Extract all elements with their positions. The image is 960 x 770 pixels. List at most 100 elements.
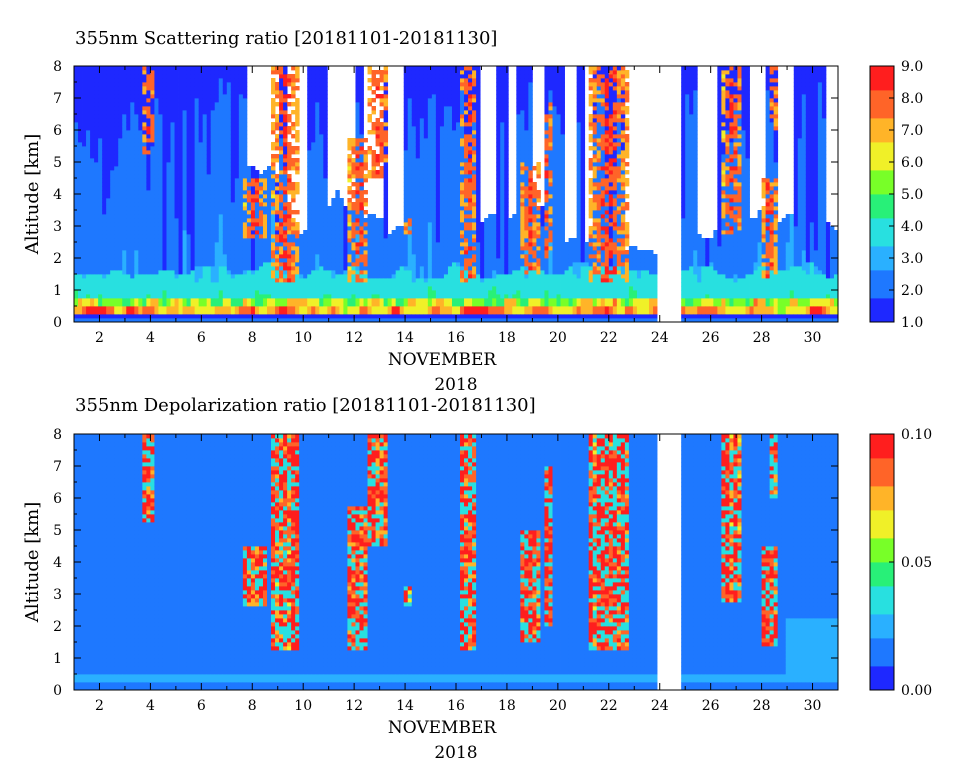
heatmap-cell bbox=[78, 150, 83, 155]
heatmap-cell bbox=[218, 230, 224, 235]
heatmap-cell bbox=[335, 198, 340, 203]
heatmap-cell bbox=[146, 262, 151, 267]
heatmap-cell bbox=[94, 302, 99, 307]
heatmap-cell bbox=[327, 310, 332, 315]
heatmap-cell bbox=[279, 66, 284, 71]
heatmap-cell bbox=[114, 258, 119, 263]
heatmap-cell bbox=[130, 214, 135, 219]
heatmap-cell bbox=[254, 214, 260, 219]
heatmap-cell bbox=[206, 174, 212, 179]
heatmap-cell bbox=[86, 86, 91, 91]
heatmap-cell bbox=[323, 98, 328, 103]
heatmap-cell bbox=[126, 126, 131, 131]
heatmap-cell bbox=[198, 242, 204, 247]
heatmap-cell bbox=[86, 278, 91, 283]
heatmap-cell bbox=[214, 226, 220, 231]
heatmap-cell bbox=[371, 294, 376, 299]
heatmap-cell bbox=[403, 78, 409, 83]
heatmap-cell bbox=[323, 226, 328, 231]
heatmap-cell bbox=[411, 238, 417, 243]
heatmap-cell bbox=[271, 294, 276, 299]
heatmap-cell bbox=[355, 130, 360, 135]
heatmap-cell bbox=[250, 282, 256, 287]
heatmap-cell bbox=[134, 142, 139, 147]
heatmap-cell bbox=[118, 106, 123, 111]
heatmap-cell bbox=[411, 286, 417, 291]
heatmap-cell bbox=[122, 142, 127, 147]
heatmap-cell bbox=[331, 266, 336, 271]
heatmap-cell bbox=[279, 126, 284, 131]
heatmap-cell bbox=[383, 294, 389, 299]
heatmap-cell bbox=[122, 258, 127, 263]
heatmap-cell bbox=[234, 190, 240, 195]
heatmap-cell bbox=[126, 66, 131, 71]
heatmap-cell bbox=[138, 206, 143, 211]
heatmap-cell bbox=[246, 174, 252, 179]
heatmap-cell bbox=[102, 218, 107, 223]
heatmap-cell bbox=[411, 190, 417, 195]
heatmap-cell bbox=[419, 74, 425, 79]
heatmap-cell bbox=[403, 102, 409, 107]
heatmap-cell bbox=[250, 290, 256, 295]
heatmap-cell bbox=[198, 286, 204, 291]
heatmap-cell bbox=[110, 298, 115, 303]
heatmap-cell bbox=[315, 278, 320, 283]
heatmap-cell bbox=[287, 74, 292, 79]
heatmap-cell bbox=[419, 194, 425, 199]
heatmap-cell bbox=[106, 98, 111, 103]
heatmap-cell bbox=[283, 318, 288, 323]
heatmap-cell bbox=[86, 146, 91, 151]
heatmap-cell bbox=[210, 206, 216, 211]
heatmap-cell bbox=[138, 114, 143, 119]
heatmap-cell bbox=[114, 298, 119, 303]
heatmap-cell bbox=[427, 94, 433, 99]
heatmap-cell bbox=[118, 102, 123, 107]
heatmap-cell bbox=[427, 222, 433, 227]
heatmap-cell bbox=[238, 238, 244, 243]
heatmap-cell bbox=[267, 190, 272, 195]
heatmap-cell bbox=[154, 94, 159, 99]
heatmap-cell bbox=[287, 258, 292, 263]
heatmap-cell bbox=[82, 130, 87, 135]
heatmap-cell bbox=[246, 318, 252, 323]
heatmap-cell bbox=[218, 198, 224, 203]
heatmap-cell bbox=[154, 122, 159, 127]
heatmap-cell bbox=[355, 198, 360, 203]
heatmap-cell bbox=[411, 290, 417, 295]
heatmap-cell bbox=[110, 230, 115, 235]
heatmap-cell bbox=[315, 106, 320, 111]
heatmap-cell bbox=[343, 242, 348, 247]
heatmap-cell bbox=[202, 278, 208, 283]
heatmap-cell bbox=[383, 166, 389, 171]
heatmap-cell bbox=[291, 162, 296, 167]
heatmap-cell bbox=[182, 134, 187, 139]
heatmap-cell bbox=[174, 70, 179, 75]
heatmap-cell bbox=[238, 82, 244, 87]
heatmap-cell bbox=[319, 170, 324, 175]
heatmap-cell bbox=[154, 158, 159, 163]
heatmap-cell bbox=[86, 134, 91, 139]
heatmap-cell bbox=[186, 270, 192, 275]
heatmap-cell bbox=[182, 262, 187, 267]
heatmap-cell bbox=[391, 318, 397, 323]
heatmap-cell bbox=[355, 94, 360, 99]
heatmap-cell bbox=[238, 94, 244, 99]
heatmap-cell bbox=[210, 234, 216, 239]
heatmap-cell bbox=[399, 266, 405, 271]
heatmap-cell bbox=[122, 102, 127, 107]
heatmap-cell bbox=[138, 210, 143, 215]
heatmap-cell bbox=[110, 270, 115, 275]
heatmap-cell bbox=[238, 242, 244, 247]
heatmap-cell bbox=[78, 178, 83, 183]
heatmap-cell bbox=[299, 290, 304, 295]
heatmap-cell bbox=[355, 310, 360, 315]
heatmap-cell bbox=[78, 110, 83, 115]
heatmap-cell bbox=[202, 186, 208, 191]
heatmap-cell bbox=[90, 234, 95, 239]
heatmap-cell bbox=[98, 222, 103, 227]
heatmap-cell bbox=[375, 246, 380, 251]
heatmap-cell bbox=[258, 242, 264, 247]
heatmap-cell bbox=[190, 242, 196, 247]
heatmap-cell bbox=[431, 306, 437, 311]
heatmap-cell bbox=[423, 242, 429, 247]
